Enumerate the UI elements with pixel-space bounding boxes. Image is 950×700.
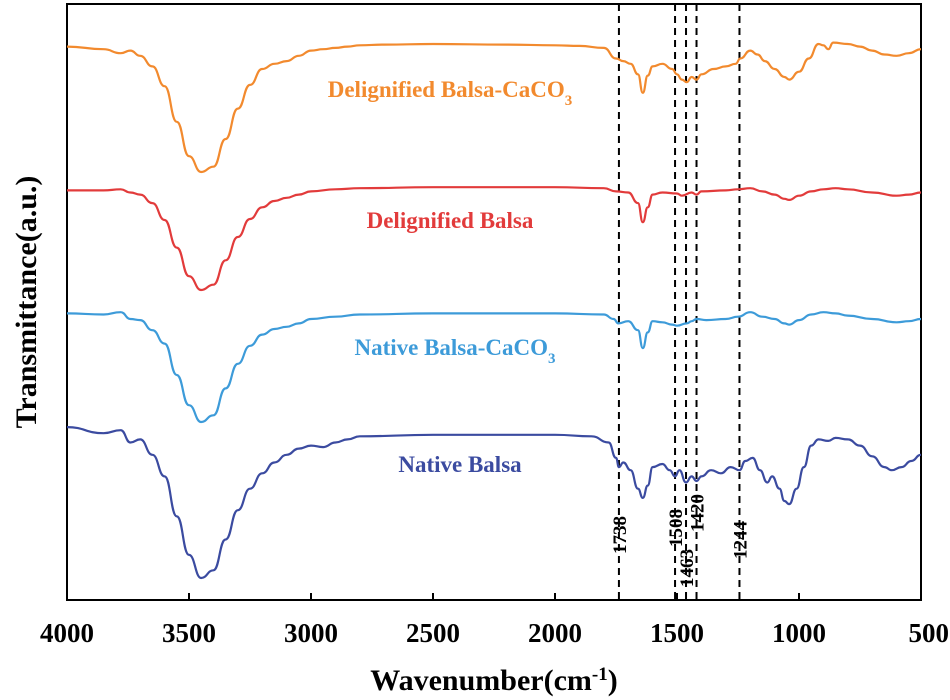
x-tick-label-3500: 3500 [162,618,216,648]
series-label-3: Native Balsa-CaCO3 [354,335,555,367]
series-label-2: Delignified Balsa [367,208,534,233]
x-tick-label-1500: 1500 [650,618,704,648]
x-tick-label-4000: 4000 [40,618,94,648]
x-tick-label-500: 500 [909,618,950,648]
peak-label-1508: 1508 [666,509,687,547]
series-label-text: Delignified Balsa [367,208,534,233]
x-axis-label-main: Wavenumber(cm [370,664,592,697]
x-tick-label-2000: 2000 [528,618,582,648]
peak-label-1738: 1738 [610,516,631,554]
series-group [66,41,922,580]
x-ticks: 4000 3500 3000 2500 2000 1500 1000 500 [40,593,949,648]
series-label-subscript: 3 [565,93,573,109]
y-axis-label: Transmittance(a.u.) [10,176,43,429]
x-tick-label-2500: 2500 [406,618,460,648]
peak-lines [617,4,741,600]
peak-label-1463: 1463 [677,549,698,587]
plot-frame [66,3,922,601]
series-line-1 [66,41,922,174]
peak-label-1244: 1244 [731,521,752,560]
x-axis-label-close: ) [608,664,618,697]
series-label-1: Delignified Balsa-CaCO3 [328,77,573,109]
x-tick-label-1000: 1000 [772,618,826,648]
series-label-text: Native Balsa [398,452,522,477]
series-label-text: Native Balsa-CaCO [354,335,548,360]
series-label-4: Native Balsa [398,452,522,477]
x-axis-label: Wavenumber(cm-1) [370,664,617,698]
series-label-subscript: 3 [548,351,556,367]
series-line-3 [66,311,922,424]
x-axis-label-sup: -1 [592,664,608,685]
series-label-text: Delignified Balsa-CaCO [328,77,565,102]
peak-label-1420: 1420 [688,494,709,532]
series-line-2 [67,186,922,292]
series-line-4 [66,426,922,580]
x-tick-label-3000: 3000 [284,618,338,648]
